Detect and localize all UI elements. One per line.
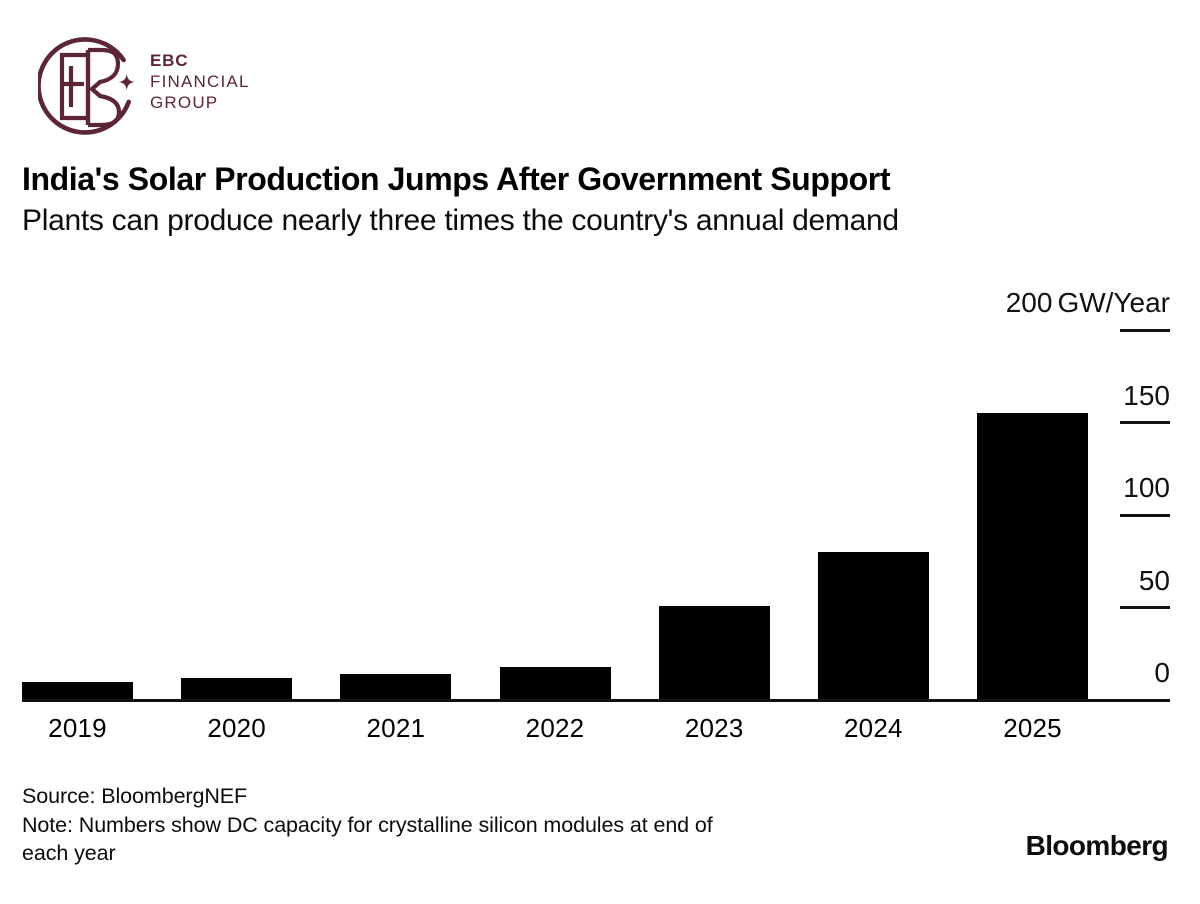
note-line-1: Note: Numbers show DC capacity for cryst… xyxy=(22,812,713,837)
x-axis-label: 2024 xyxy=(844,713,903,743)
sparkle-icon xyxy=(118,74,135,90)
y-tick-line xyxy=(1120,606,1170,609)
bar-2025 xyxy=(977,413,1089,700)
y-axis-label: 100 xyxy=(1123,472,1170,503)
y-axis-label: 50 xyxy=(1138,564,1170,596)
y-axis-label: 0 xyxy=(1154,657,1170,688)
bloomberg-wordmark: Bloomberg xyxy=(1025,830,1169,861)
y-tick-line xyxy=(1120,513,1170,517)
x-axis-line xyxy=(22,698,1170,702)
x-axis-label: 2023 xyxy=(684,713,744,743)
x-axis-label: 2022 xyxy=(525,713,585,743)
note-line-2: each year xyxy=(22,841,116,865)
x-axis-label: 2019 xyxy=(48,713,107,743)
logo-circle-arc xyxy=(38,37,131,135)
bar-2022 xyxy=(499,666,611,700)
x-axis-label: 2021 xyxy=(366,713,426,743)
logo-letter-e xyxy=(59,52,88,121)
ebc-logo-icon xyxy=(38,37,135,135)
brand-line-2: FINANCIAL xyxy=(150,72,250,91)
footer-notes: Source: BloombergNEF Note: Numbers show … xyxy=(22,782,713,868)
bar-2021 xyxy=(340,674,452,700)
y-tick-line xyxy=(1120,328,1170,332)
bar-2023 xyxy=(658,605,770,700)
chart-title: India's Solar Production Jumps After Gov… xyxy=(22,161,891,197)
y-axis-unit: GW/Year xyxy=(1057,287,1170,318)
bar-2020 xyxy=(181,677,293,700)
y-axis-label: 150 xyxy=(1123,379,1170,411)
ebc-logo-text: EBC FINANCIAL GROUP xyxy=(150,50,250,113)
brand-line-1: EBC xyxy=(150,51,189,70)
chart-subtitle: Plants can produce nearly three times th… xyxy=(22,204,899,237)
x-axis-label: 2025 xyxy=(1003,713,1062,743)
y-axis-label: 200 GW/Year xyxy=(1005,287,1170,318)
bar-2019 xyxy=(22,681,133,700)
brand-line-3: GROUP xyxy=(150,93,219,112)
y-tick-line xyxy=(1120,421,1170,424)
bar-2024 xyxy=(817,552,929,700)
x-axis-label: 2020 xyxy=(207,713,266,743)
source-line: Source: BloombergNEF xyxy=(22,784,248,808)
